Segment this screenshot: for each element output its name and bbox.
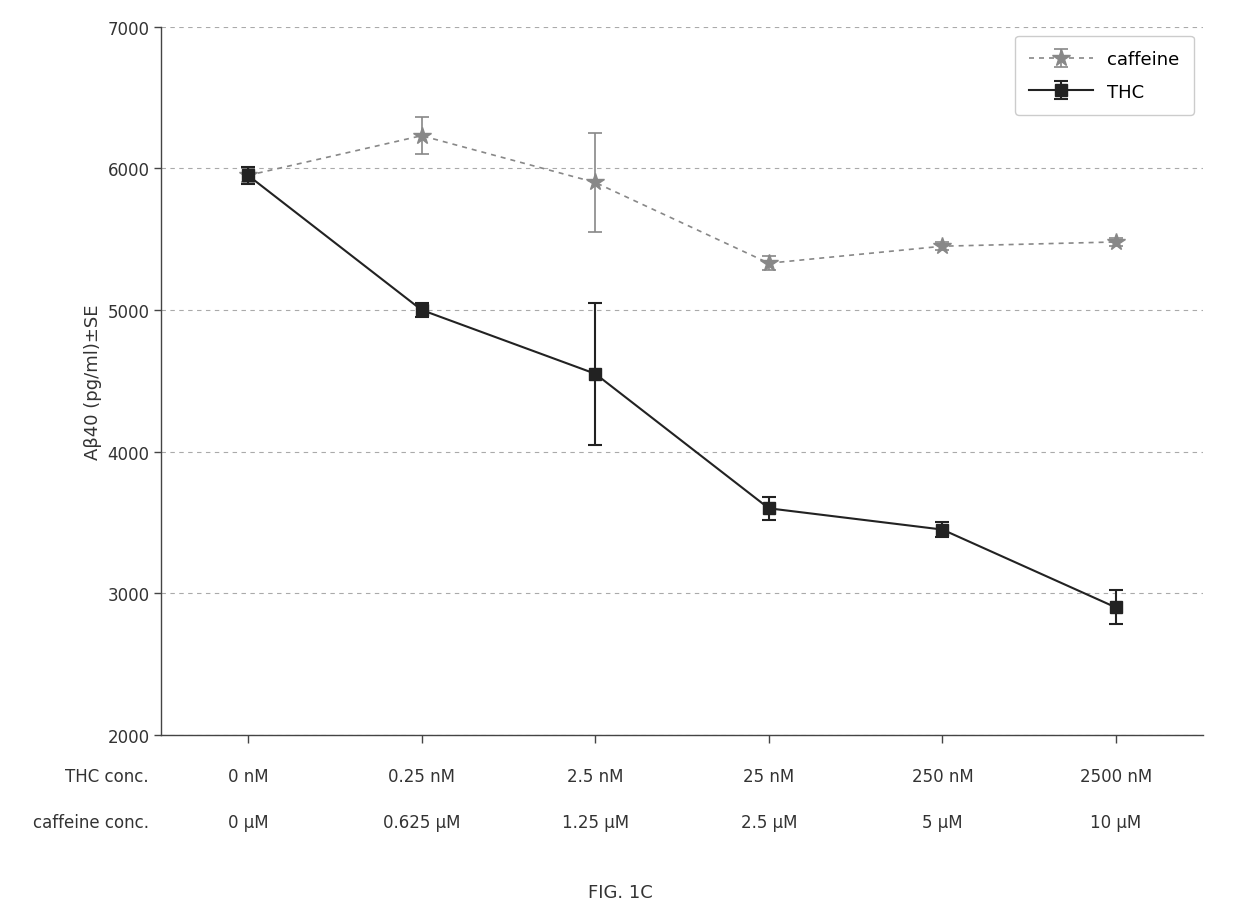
Text: 0.25 nM: 0.25 nM <box>388 767 455 786</box>
Text: 10 μM: 10 μM <box>1090 813 1142 832</box>
Text: 25 nM: 25 nM <box>743 767 795 786</box>
Text: 5 μM: 5 μM <box>923 813 962 832</box>
Text: 2500 nM: 2500 nM <box>1080 767 1152 786</box>
Text: 250 nM: 250 nM <box>911 767 973 786</box>
Text: caffeine conc.: caffeine conc. <box>32 813 149 832</box>
Text: THC conc.: THC conc. <box>66 767 149 786</box>
Text: 2.5 nM: 2.5 nM <box>567 767 624 786</box>
Text: 0 nM: 0 nM <box>228 767 268 786</box>
Text: 2.5 μM: 2.5 μM <box>740 813 797 832</box>
Text: 0 μM: 0 μM <box>228 813 268 832</box>
Text: 1.25 μM: 1.25 μM <box>562 813 629 832</box>
Y-axis label: Aβ40 (pg/ml)±SE: Aβ40 (pg/ml)±SE <box>84 303 102 460</box>
Legend: caffeine, THC: caffeine, THC <box>1016 37 1194 116</box>
Text: FIG. 1C: FIG. 1C <box>588 882 652 901</box>
Text: 0.625 μM: 0.625 μM <box>383 813 460 832</box>
